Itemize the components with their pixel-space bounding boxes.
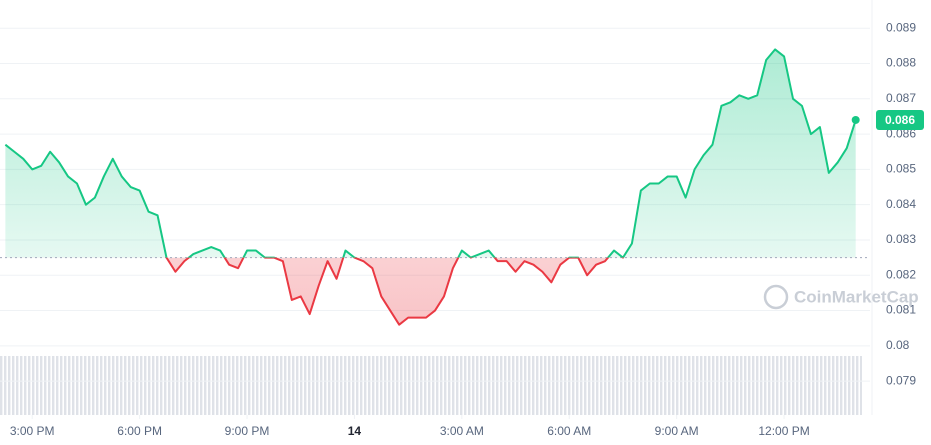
y-tick-label: 0.082 xyxy=(886,267,916,281)
area-up xyxy=(5,49,856,258)
x-tick-label: 3:00 AM xyxy=(440,424,484,438)
y-tick-label: 0.084 xyxy=(886,197,916,211)
volume-band xyxy=(0,356,862,415)
y-tick-label: 0.085 xyxy=(886,162,916,176)
x-tick-label: 6:00 PM xyxy=(117,424,162,438)
x-tick-label: 14 xyxy=(348,424,362,438)
x-tick-label: 9:00 AM xyxy=(655,424,699,438)
price-line xyxy=(165,257,625,326)
price-line xyxy=(4,48,857,258)
last-point xyxy=(851,115,860,124)
area-down xyxy=(5,257,856,325)
y-tick-label: 0.087 xyxy=(886,91,916,105)
x-tick-label: 9:00 PM xyxy=(225,424,270,438)
y-tick-label: 0.079 xyxy=(886,373,916,387)
watermark: CoinMarketCap xyxy=(763,284,919,310)
x-tick-label: 3:00 PM xyxy=(10,424,55,438)
price-tag xyxy=(876,109,924,130)
price-tag-label: 0.086 xyxy=(885,113,915,127)
y-tick-label: 0.083 xyxy=(886,232,916,246)
x-tick-label: 12:00 PM xyxy=(758,424,809,438)
y-tick-label: 0.089 xyxy=(886,20,916,34)
watermark-text: CoinMarketCap xyxy=(794,287,919,306)
y-tick-label: 0.081 xyxy=(886,303,916,317)
y-tick-label: 0.088 xyxy=(886,56,916,70)
y-tick-label: 0.08 xyxy=(886,338,910,352)
x-tick-label: 6:00 AM xyxy=(547,424,591,438)
